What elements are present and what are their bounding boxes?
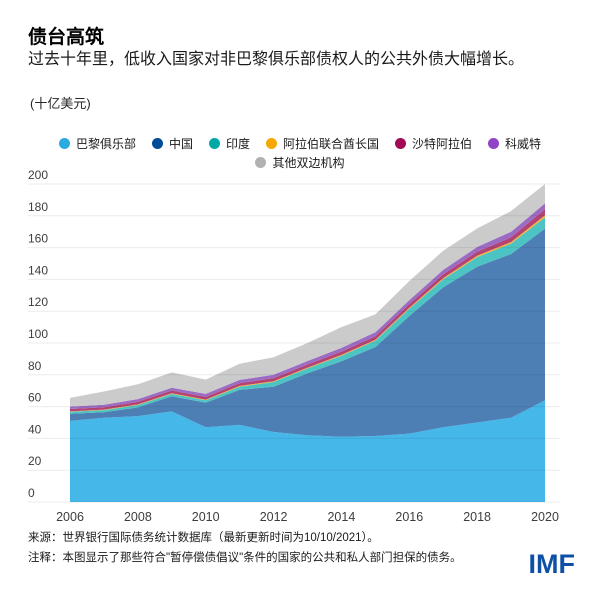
legend-item-saudi-arabia: 沙特阿拉伯	[395, 135, 472, 152]
legend-dot-uae	[266, 138, 277, 149]
area-china	[70, 228, 545, 437]
note-text: 注释：本图显示了那些符合"暂停偿债倡议"条件的国家的公共和私人部门担保的债务。	[28, 552, 462, 564]
legend-label: 沙特阿拉伯	[412, 137, 473, 151]
page-title: 债台高筑	[28, 27, 105, 48]
legend-item-india: 印度	[208, 135, 250, 152]
y-tick-label-0: 0	[28, 486, 35, 500]
legend-item-paris-club: 巴黎俱乐部	[58, 135, 136, 152]
x-tick-label-2016: 2016	[395, 510, 423, 524]
legend-label: 其他双边机构	[272, 156, 345, 170]
legend-label: 巴黎俱乐部	[75, 137, 136, 151]
chart-subtitle: 过去十年里，低收入国家对非巴黎俱乐部债权人的公共外债大幅增长。	[28, 51, 525, 68]
legend-dot-saudi-arabia	[395, 138, 407, 149]
footer: 来源：世界银行国际债务统计数据库（最新更新时间为10/10/2021）。 注释：…	[28, 528, 568, 568]
legend-item-uae: 阿拉伯联合酋长国	[266, 135, 379, 152]
y-tick-label-200: 200	[28, 170, 48, 182]
legend-dot-other-bilateral	[255, 157, 267, 168]
legend-label: 科威特	[505, 137, 542, 151]
legend-label: 中国	[168, 137, 193, 151]
x-tick-label-2012: 2012	[260, 510, 288, 524]
legend-dot-kuwait	[488, 138, 500, 149]
legend-item-china: 中国	[151, 135, 193, 152]
y-tick-label-20: 20	[28, 454, 42, 468]
x-tick-label-2006: 2006	[56, 510, 84, 524]
x-tick-label-2010: 2010	[192, 510, 220, 524]
y-tick-label-140: 140	[28, 263, 48, 277]
y-tick-label-120: 120	[28, 295, 48, 309]
x-tick-label-2020: 2020	[531, 510, 559, 524]
axis-units-label: (十亿美元)	[30, 96, 91, 111]
y-tick-label-160: 160	[28, 232, 48, 246]
y-tick-label-60: 60	[28, 391, 42, 405]
x-tick-label-2018: 2018	[463, 510, 491, 524]
legend-item-other-bilateral: 其他双边机构	[255, 154, 345, 171]
legend-dot-india	[208, 138, 220, 149]
y-tick-label-180: 180	[28, 200, 48, 214]
legend-dot-china	[151, 138, 163, 149]
imf-logo: IMF	[528, 549, 576, 579]
stacked-area-chart: 0 20 40 60 80 100 120 140 160 180 200 2006 2008 2010 2…	[0, 168, 600, 530]
y-tick-label-40: 40	[28, 422, 42, 436]
legend-label: 印度	[225, 137, 250, 151]
legend-item-kuwait: 科威特	[488, 135, 541, 152]
source-note: 来源：世界银行国际债务统计数据库（最新更新时间为10/10/2021）。	[28, 532, 379, 544]
y-tick-label-100: 100	[28, 327, 48, 341]
x-tick-label-2008: 2008	[124, 510, 152, 524]
debt-chart-svg: 0 20 40 60 80 100 120 140 160 180 200 2006 2008 2010 2…	[28, 168, 560, 524]
legend-dot-paris-club	[58, 138, 70, 149]
legend-label: 阿拉伯联合酋长国	[283, 137, 380, 151]
area-paris-club	[70, 400, 545, 502]
y-tick-label-80: 80	[28, 359, 42, 373]
x-tick-label-2014: 2014	[327, 510, 355, 524]
legend: 巴黎俱乐部 中国 印度 阿拉伯联合酋长国 沙特阿拉伯 科威特其他双边机构	[0, 134, 600, 172]
